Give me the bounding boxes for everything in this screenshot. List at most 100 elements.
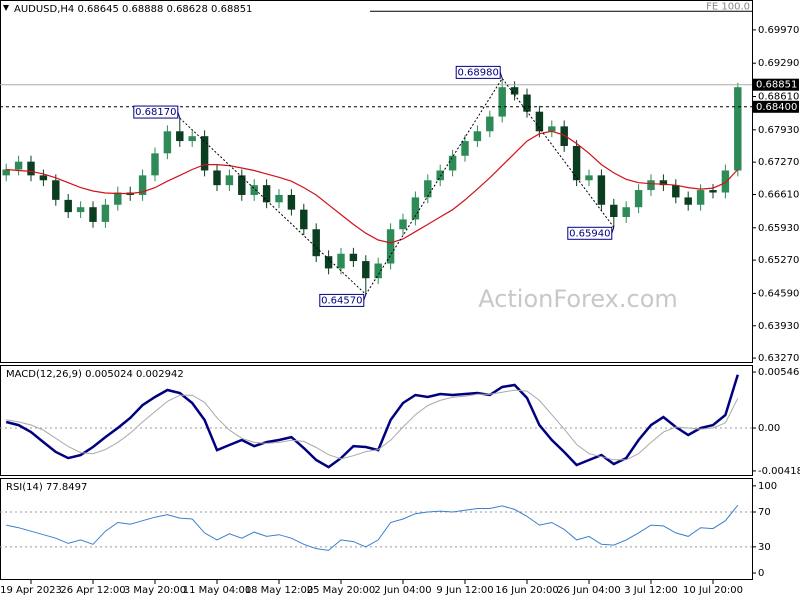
candle-body — [560, 126, 568, 146]
price-panel-frame — [0, 0, 753, 363]
y-tick-label: 0.66610 — [758, 189, 799, 200]
candle-body — [647, 180, 655, 191]
y-tick-label: -0.004185 — [758, 466, 800, 477]
level-label-box — [753, 78, 799, 91]
candle-body — [610, 204, 618, 218]
y-tick-label: 0.64590 — [758, 288, 799, 299]
candle-body — [734, 87, 742, 171]
candle-body — [200, 136, 209, 171]
level-label: 0.68851 — [756, 80, 797, 91]
candle-body — [498, 87, 506, 117]
y-tick-label: 100 — [758, 481, 777, 492]
candle-body — [473, 131, 482, 142]
candle-body — [411, 197, 420, 220]
candle-body — [39, 175, 48, 181]
y-tick-label: 30 — [758, 542, 771, 553]
x-tick-label: 3 May 20:00 — [124, 585, 186, 596]
candle-body — [510, 87, 519, 95]
candle-body — [324, 256, 333, 269]
candle-body — [374, 263, 382, 279]
candle-body — [101, 204, 110, 222]
candle-body — [548, 126, 556, 132]
candle-body — [312, 229, 320, 257]
level-label: 0.68400 — [756, 102, 797, 113]
candle-body — [362, 261, 370, 279]
rsi-panel-frame — [0, 478, 753, 580]
indicator-line — [5, 374, 739, 469]
indicator-line — [6, 504, 739, 551]
candle-body — [64, 199, 72, 213]
candle-body — [622, 207, 630, 218]
annotation-pointer — [611, 227, 615, 234]
panel-title: AUDUSD,H4 0.68645 0.68888 0.68628 0.6885… — [14, 4, 252, 15]
annotation-label: 0.68980 — [458, 67, 499, 78]
x-tick-label: 18 May 12:00 — [245, 585, 314, 596]
x-tick-label: 25 May 20:00 — [307, 585, 376, 596]
candle-body — [14, 161, 23, 170]
panel-title: MACD(12,26,9) 0.005024 0.002942 — [6, 369, 184, 380]
candle-body — [461, 141, 469, 156]
candle-body — [76, 207, 85, 213]
annotation-label: 0.68170 — [135, 107, 176, 118]
annotation-pointer — [363, 294, 367, 301]
x-tick-label: 16 Jun 20:00 — [495, 585, 559, 596]
title-icon — [3, 5, 9, 11]
candle-body — [151, 153, 159, 176]
y-tick-label: 0.67930 — [758, 125, 799, 136]
candle-body — [684, 197, 692, 205]
candle-body — [2, 169, 10, 176]
candle-body — [709, 190, 717, 193]
candle-body — [27, 161, 35, 176]
panel-title: RSI(14) 77.8497 — [6, 482, 87, 493]
level-label-box — [753, 100, 799, 113]
candle-body — [572, 145, 581, 181]
y-tick-label: 0.005463 — [758, 367, 800, 378]
x-tick-label: 26 Jun 04:00 — [557, 585, 621, 596]
swing-line — [179, 77, 615, 296]
annotation-label: 0.64570 — [321, 295, 362, 306]
macd-panel-frame — [0, 365, 753, 476]
candle-body — [89, 207, 97, 222]
candle-body — [188, 136, 196, 142]
level-label: FE 100.0 — [706, 1, 750, 12]
y-tick-label: 0 — [758, 568, 764, 579]
watermark: ActionForex.com — [478, 285, 678, 313]
candle-body — [275, 194, 283, 203]
candle-body — [138, 175, 147, 195]
candle-body — [585, 175, 593, 181]
candle-body — [634, 190, 643, 208]
x-tick-label: 2 Jun 04:00 — [374, 585, 431, 596]
candle-body — [696, 190, 705, 205]
candle-body — [672, 185, 680, 198]
y-tick-label: 0.63930 — [758, 321, 799, 332]
y-tick-label: 0.67270 — [758, 157, 799, 168]
candle-body — [238, 175, 246, 195]
y-tick-label: 70 — [758, 507, 771, 518]
y-tick-label: 0.69970 — [758, 25, 799, 36]
annotation-label: 0.65940 — [569, 228, 610, 239]
candle-body — [163, 131, 172, 154]
x-tick-label: 26 Apr 12:00 — [60, 585, 125, 596]
candle-body — [659, 180, 668, 186]
y-tick-label: 0.65930 — [758, 223, 799, 234]
y-tick-label: 0.63270 — [758, 353, 799, 364]
candle-body — [597, 175, 606, 205]
x-tick-label: 3 Jul 12:00 — [624, 585, 678, 596]
candle-body — [535, 111, 544, 132]
y-tick-label: 0.65270 — [758, 255, 799, 266]
candle-body — [349, 253, 358, 262]
y-tick-label: 0.69290 — [758, 58, 799, 69]
indicator-line — [6, 130, 739, 244]
candle-body — [262, 185, 271, 203]
candle-body — [721, 170, 730, 193]
candle-body — [287, 194, 296, 210]
annotation-pointer — [499, 72, 503, 79]
indicator-line — [6, 389, 739, 461]
y-tick-label: 0.00 — [758, 423, 780, 434]
x-tick-label: 19 Apr 2023 — [0, 585, 62, 596]
x-tick-label: 9 Jun 12:00 — [436, 585, 493, 596]
candle-body — [523, 94, 531, 112]
x-tick-label: 10 Jul 20:00 — [683, 585, 743, 596]
